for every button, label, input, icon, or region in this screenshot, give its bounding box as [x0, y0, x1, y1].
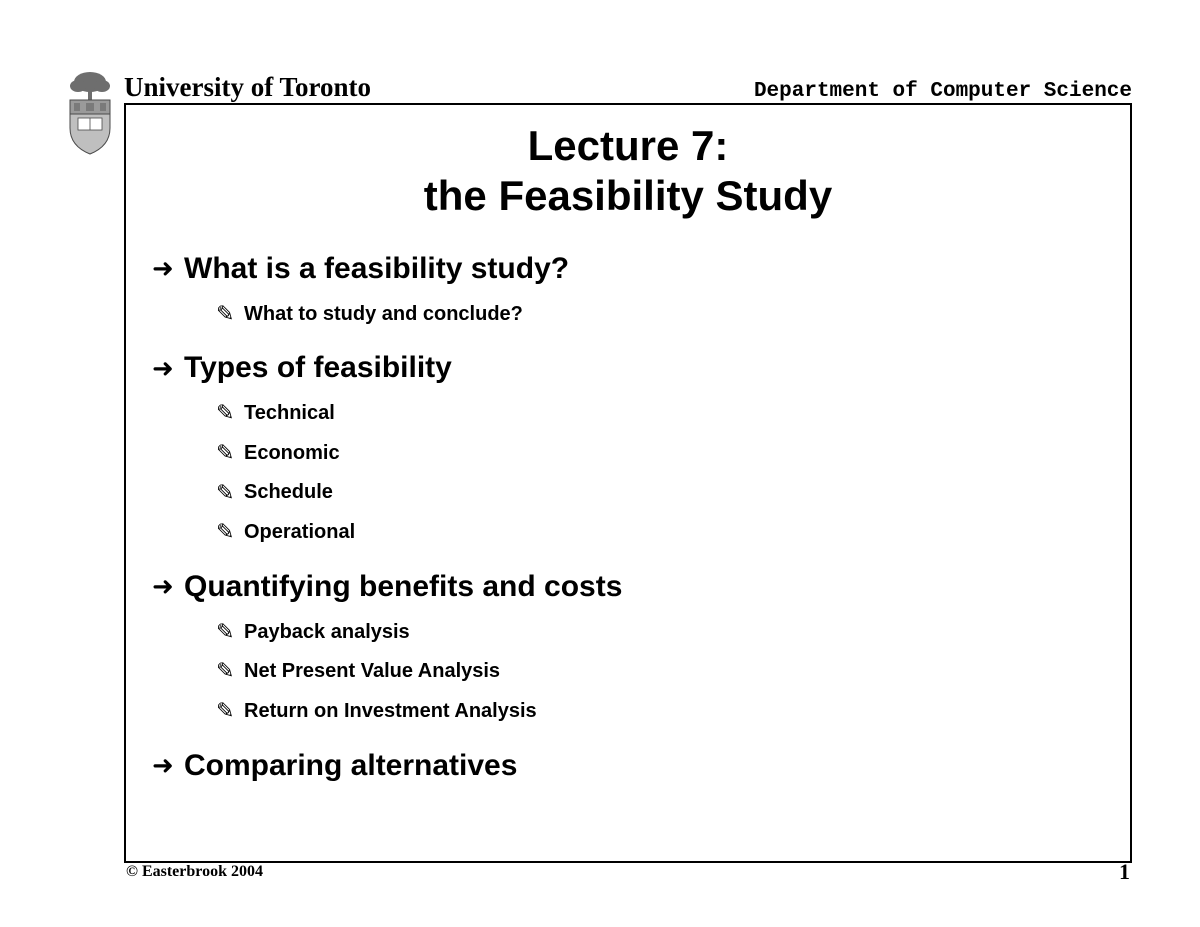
sub-item: ✎Economic	[216, 433, 1104, 473]
sub-item: ✎Schedule	[216, 473, 1104, 513]
section: ➜ Comparing alternatives	[152, 749, 1104, 783]
section: ➜Types of feasibility✎Technical✎Economic…	[152, 351, 1104, 551]
page-number: 1	[1119, 859, 1130, 885]
sub-item-text: Schedule	[244, 474, 333, 510]
section-heading-text: Comparing alternatives	[184, 749, 517, 783]
section-heading: ➜ Comparing alternatives	[152, 749, 1104, 783]
sections-list: ➜What is a feasibility study?✎What to st…	[152, 252, 1104, 783]
hand-bullet-icon: ✎	[216, 512, 236, 552]
department-name: Department of Computer Science	[754, 80, 1132, 103]
sub-item: ✎Operational	[216, 512, 1104, 552]
sub-list: ✎Payback analysis✎Net Present Value Anal…	[216, 612, 1104, 731]
title-line-2: the Feasibility Study	[424, 172, 832, 219]
section: ➜ What is a feasibility study? ✎What to st…	[152, 252, 1104, 334]
sub-list: ✎What to study and conclude?	[216, 294, 1104, 334]
hand-bullet-icon: ✎	[216, 473, 236, 513]
hand-bullet-icon: ✎	[216, 294, 236, 334]
university-name: University of Toronto	[124, 72, 371, 103]
sub-item-text: Technical	[244, 395, 335, 431]
section-heading: ➜ Types of feasibility	[152, 351, 1104, 385]
hand-bullet-icon: ✎	[216, 612, 236, 652]
slide: University of Toronto Department of Comp…	[68, 72, 1132, 862]
title-line-1: Lecture 7:	[528, 122, 729, 169]
section-heading: ➜ What is a feasibility study?	[152, 252, 1104, 286]
sub-item-text: Operational	[244, 514, 355, 550]
slide-header: University of Toronto Department of Comp…	[124, 72, 1132, 105]
sub-item-text: Payback analysis	[244, 614, 410, 650]
hand-bullet-icon: ✎	[216, 651, 236, 691]
slide-footer: © Easterbrook 2004 1	[126, 859, 1130, 885]
sub-item-text: Net Present Value Analysis	[244, 653, 500, 689]
sub-item: ✎Technical	[216, 393, 1104, 433]
arrow-bullet-icon: ➜	[152, 253, 174, 284]
sub-item: ✎Payback analysis	[216, 612, 1104, 652]
arrow-bullet-icon: ➜	[152, 750, 174, 781]
sub-list: ✎Technical✎Economic✎Schedule✎Operational	[216, 393, 1104, 551]
copyright-text: © Easterbrook 2004	[126, 863, 263, 881]
university-crest-icon	[60, 68, 120, 158]
arrow-bullet-icon: ➜	[152, 571, 174, 602]
section-heading-text: Types of feasibility	[184, 351, 452, 385]
sub-item-text: Return on Investment Analysis	[244, 693, 537, 729]
sub-item-text: Economic	[244, 435, 340, 471]
sub-item: ✎What to study and conclude?	[216, 294, 1104, 334]
section: ➜Quantifying benefits and costs✎Payback …	[152, 570, 1104, 731]
sub-item: ✎Net Present Value Analysis	[216, 651, 1104, 691]
sub-item: ✎Return on Investment Analysis	[216, 691, 1104, 731]
hand-bullet-icon: ✎	[216, 691, 236, 731]
slide-title: Lecture 7: the Feasibility Study	[152, 121, 1104, 222]
hand-bullet-icon: ✎	[216, 433, 236, 473]
section-heading: ➜ Quantifying benefits and costs	[152, 570, 1104, 604]
section-heading-text: Quantifying benefits and costs	[184, 570, 622, 604]
sub-item-text: What to study and conclude?	[244, 296, 523, 332]
hand-bullet-icon: ✎	[216, 393, 236, 433]
section-heading-text: What is a feasibility study?	[184, 252, 569, 286]
arrow-bullet-icon: ➜	[152, 353, 174, 384]
slide-content: Lecture 7: the Feasibility Study ➜ What i…	[124, 105, 1132, 863]
